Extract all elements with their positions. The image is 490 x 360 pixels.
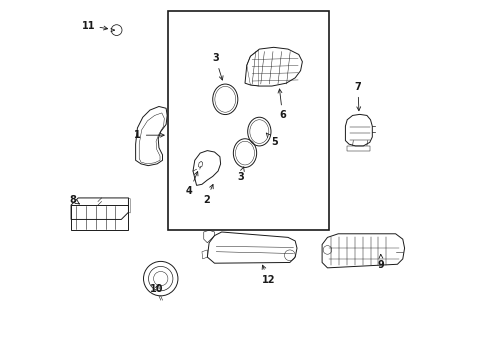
Text: 6: 6 — [278, 89, 286, 121]
Text: 5: 5 — [266, 133, 278, 147]
Text: 12: 12 — [262, 265, 275, 285]
Text: 10: 10 — [150, 284, 164, 294]
Text: 9: 9 — [378, 254, 385, 270]
Text: 8: 8 — [70, 195, 79, 205]
Text: 7: 7 — [355, 82, 361, 111]
Text: 3: 3 — [212, 53, 223, 80]
Text: 2: 2 — [203, 184, 213, 205]
Text: 11: 11 — [82, 21, 96, 31]
Text: 4: 4 — [186, 172, 198, 197]
Bar — [71, 205, 128, 230]
Text: 1: 1 — [134, 130, 164, 140]
Text: 3: 3 — [237, 167, 244, 182]
Bar — [168, 12, 329, 230]
